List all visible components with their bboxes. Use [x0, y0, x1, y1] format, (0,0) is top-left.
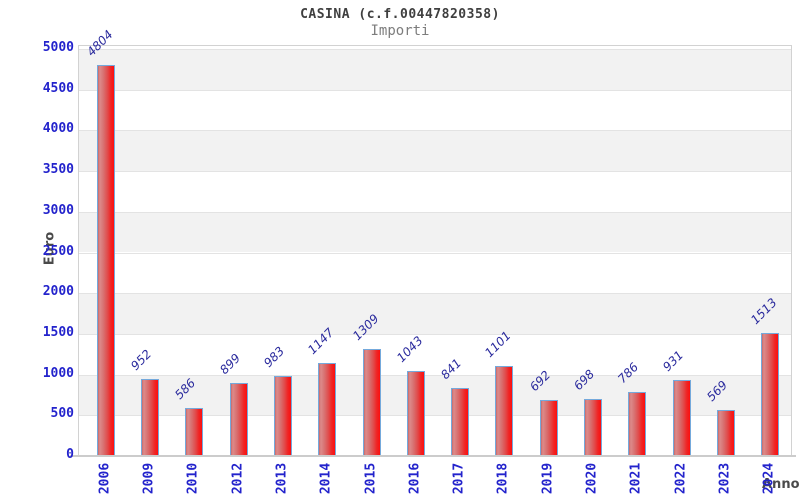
- bar-2020: [584, 399, 602, 456]
- x-tick-label-2014: 2014: [318, 462, 334, 495]
- gridline: [79, 333, 791, 335]
- bar-2009: [141, 379, 159, 456]
- gridline: [79, 130, 791, 132]
- bar-2006: [97, 65, 115, 456]
- y-tick-label: 500: [50, 406, 74, 422]
- gridline: [79, 374, 791, 376]
- bar-2023: [717, 410, 735, 456]
- bar-2015: [363, 349, 381, 456]
- bar-2022: [673, 380, 691, 456]
- gridline: [79, 89, 791, 91]
- gridline: [79, 171, 791, 173]
- grid-band: [79, 49, 791, 90]
- gridline: [79, 252, 791, 254]
- gridline: [79, 415, 791, 417]
- x-tick-label-2016: 2016: [407, 462, 423, 495]
- x-tick-label-2006: 2006: [97, 462, 113, 495]
- grid-band: [79, 130, 791, 172]
- x-tick-label-2018: 2018: [495, 462, 511, 495]
- y-tick-label: 1000: [42, 365, 74, 381]
- x-tick-label-2024: 2024: [761, 462, 777, 495]
- chart-title: CASINA (c.f.00447820358): [300, 7, 500, 22]
- y-tick-label: 2500: [42, 243, 74, 259]
- y-tick-label: 4500: [42, 80, 74, 96]
- bar-2014: [318, 363, 336, 456]
- chart-subtitle: Importi: [370, 23, 430, 39]
- x-axis-title: Anno: [762, 477, 800, 492]
- x-tick-label-2019: 2019: [540, 462, 556, 495]
- y-tick-label: 1500: [42, 324, 74, 340]
- bar-2017: [451, 388, 469, 456]
- x-tick-label-2010: 2010: [185, 462, 201, 495]
- y-tick-label: 5000: [42, 40, 74, 55]
- plot-area: [78, 45, 792, 457]
- x-tick-label-2017: 2017: [451, 462, 467, 495]
- grid-band: [79, 293, 791, 334]
- x-tick-label-2023: 2023: [717, 462, 733, 495]
- x-tick-label-2013: 2013: [274, 462, 290, 495]
- gridline: [79, 211, 791, 213]
- bar-2010: [185, 408, 203, 456]
- bar-2016: [407, 371, 425, 456]
- bar-2012: [230, 383, 248, 456]
- bar-2021: [628, 392, 646, 456]
- x-tick-label-2020: 2020: [584, 462, 600, 495]
- y-tick-label: 4000: [42, 121, 74, 137]
- y-tick-label: 2000: [42, 284, 74, 300]
- x-tick-label-2009: 2009: [141, 462, 157, 495]
- bar-2018: [495, 366, 513, 456]
- bar-2024: [761, 333, 779, 456]
- bar-2019: [540, 400, 558, 456]
- x-axis-line: [70, 455, 796, 457]
- x-tick-label-2022: 2022: [673, 462, 689, 495]
- gridline: [79, 49, 791, 50]
- y-tick-label: 3000: [42, 202, 74, 218]
- x-tick-label-2012: 2012: [230, 462, 246, 495]
- x-tick-label-2021: 2021: [628, 462, 644, 495]
- gridline: [79, 293, 791, 295]
- grid-band: [79, 211, 791, 253]
- y-tick-label: 3500: [42, 162, 74, 178]
- y-tick-label: 0: [66, 447, 74, 462]
- x-tick-label-2015: 2015: [363, 462, 379, 495]
- bar-2013: [274, 376, 292, 456]
